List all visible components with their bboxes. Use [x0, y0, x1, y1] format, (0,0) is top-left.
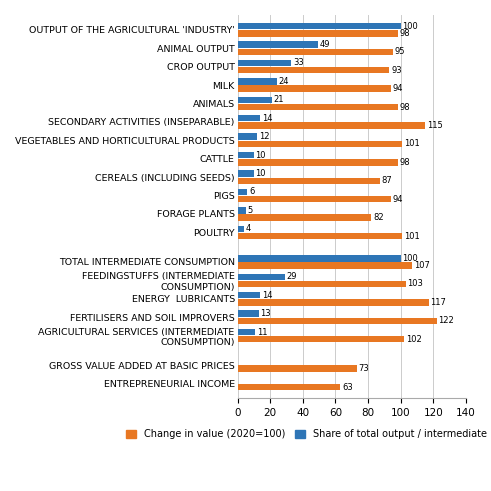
Bar	[238, 134, 257, 140]
Text: 33: 33	[293, 58, 304, 67]
Bar	[238, 207, 246, 214]
Bar	[238, 85, 391, 92]
Bar	[238, 292, 260, 299]
Text: 122: 122	[438, 316, 454, 325]
Bar	[238, 336, 404, 342]
Bar	[238, 159, 398, 165]
Bar	[238, 49, 393, 55]
Text: 94: 94	[393, 194, 403, 204]
Text: 115: 115	[427, 121, 443, 130]
Text: 117: 117	[430, 298, 446, 307]
Text: 87: 87	[381, 176, 392, 185]
Bar	[238, 299, 429, 305]
Bar	[238, 170, 254, 177]
Bar	[238, 30, 398, 36]
Text: 11: 11	[257, 327, 268, 336]
Text: 12: 12	[259, 132, 269, 141]
Bar	[238, 60, 292, 66]
Bar	[238, 196, 391, 202]
Bar	[238, 97, 272, 103]
Bar	[238, 310, 259, 317]
Text: 107: 107	[414, 261, 430, 270]
Bar	[238, 365, 357, 372]
Text: 5: 5	[247, 206, 252, 215]
Text: 14: 14	[262, 291, 273, 300]
Text: 102: 102	[406, 335, 421, 344]
Text: 98: 98	[399, 29, 410, 38]
Text: 95: 95	[394, 47, 405, 56]
Bar	[238, 41, 318, 48]
Text: 29: 29	[287, 272, 297, 281]
Bar	[238, 233, 403, 239]
Bar	[238, 225, 244, 232]
Bar	[238, 23, 401, 29]
Bar	[238, 318, 436, 324]
Text: 101: 101	[404, 139, 420, 148]
Bar	[238, 140, 403, 147]
Bar	[238, 215, 371, 221]
Text: 4: 4	[246, 224, 251, 233]
Text: 10: 10	[255, 151, 266, 160]
Text: 94: 94	[393, 84, 403, 93]
Text: 14: 14	[262, 114, 273, 123]
Bar	[238, 329, 255, 335]
Bar	[238, 78, 277, 84]
Legend: Change in value (2020=100), Share of total output / intermediate use: Change in value (2020=100), Share of tot…	[124, 426, 491, 442]
Bar	[238, 255, 401, 262]
Bar	[238, 152, 254, 159]
Bar	[238, 384, 340, 390]
Text: 98: 98	[399, 103, 410, 111]
Text: 93: 93	[391, 66, 402, 75]
Bar	[238, 273, 285, 280]
Bar	[238, 122, 425, 129]
Bar	[238, 178, 380, 184]
Text: 24: 24	[278, 77, 289, 86]
Bar	[238, 281, 406, 287]
Text: 103: 103	[408, 279, 423, 288]
Bar	[238, 189, 247, 195]
Text: 13: 13	[260, 309, 271, 318]
Text: 98: 98	[399, 158, 410, 167]
Bar	[238, 115, 260, 121]
Text: 100: 100	[403, 254, 418, 263]
Text: 100: 100	[403, 22, 418, 30]
Text: 82: 82	[373, 213, 383, 222]
Bar	[238, 262, 412, 269]
Text: 10: 10	[255, 169, 266, 178]
Text: 21: 21	[273, 95, 284, 105]
Text: 101: 101	[404, 232, 420, 241]
Bar	[238, 104, 398, 110]
Text: 6: 6	[249, 188, 254, 196]
Text: 63: 63	[342, 382, 353, 392]
Text: 73: 73	[358, 364, 369, 373]
Bar	[238, 67, 389, 74]
Text: 49: 49	[319, 40, 329, 49]
